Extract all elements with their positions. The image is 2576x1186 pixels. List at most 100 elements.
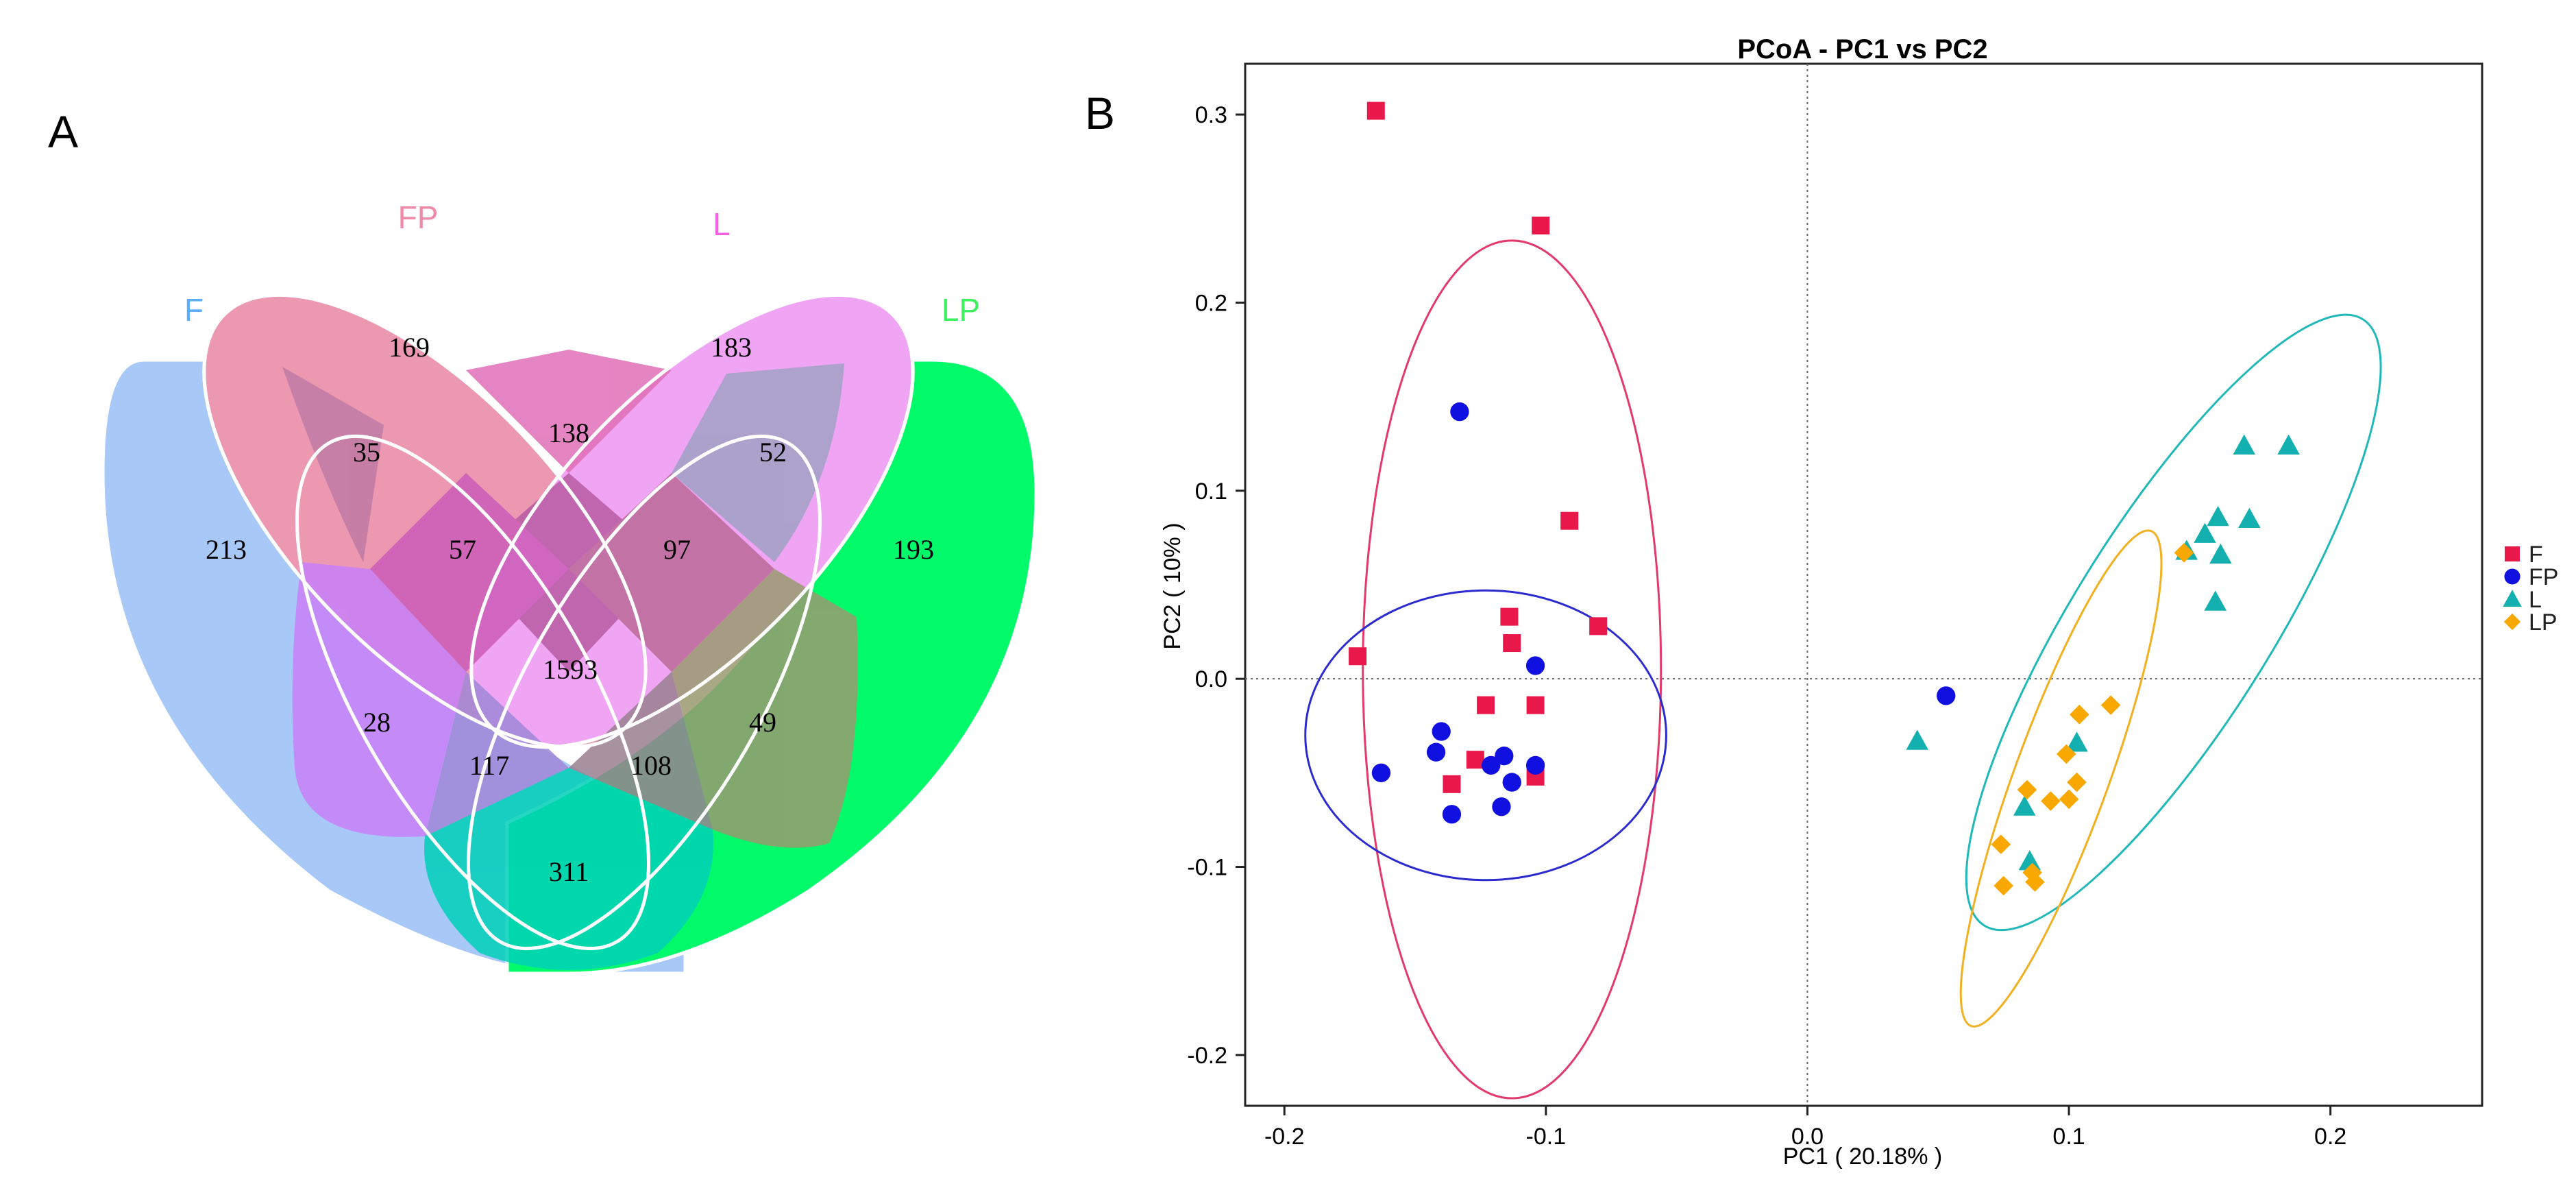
point-f-2 [1560,511,1579,530]
venn-count-f-fp-l: 57 [449,534,476,565]
point-f-6 [1589,617,1608,636]
legend-marker-fp [2504,568,2520,585]
venn-label-lp: LP [942,292,980,328]
legend-label-lp: LP [2529,609,2557,636]
legend-label-fp: FP [2529,564,2558,590]
x-tick-label-0-1: 0.1 [2052,1124,2085,1150]
venn-count-f-l: 28 [363,707,391,738]
point-f-9 [1466,751,1484,769]
point-f-5 [1503,634,1521,653]
panel-b-label: B [1085,88,1115,138]
legend-marker-l [2503,590,2522,607]
point-lp-7 [2041,791,2061,811]
point-l-11 [2018,850,2041,871]
venn-overlap-tints [282,350,858,970]
venn-f-inner-outline [295,434,650,951]
venn-lp-inner-outline [467,434,822,951]
venn-count-f-fp: 35 [353,437,380,468]
point-f-7 [1477,696,1495,714]
y-tick-label-0-2: -0.2 [1187,1043,1227,1069]
venn-count-all-four: 1593 [543,654,598,685]
venn-count-f-fp-lp: 108 [630,750,672,781]
ellipse-lp [1959,529,2163,1028]
point-f-10 [1443,775,1461,793]
venn-label-f: F [184,292,204,328]
venn-count-fp-lp: 49 [749,707,776,738]
plot-frame [1244,62,2483,1107]
point-f-4 [1500,607,1519,626]
point-f-3 [1349,647,1367,666]
y-tick-label-0-0: 0.0 [1195,666,1227,692]
point-f-0 [1366,101,1385,120]
point-fp-7 [1371,763,1391,783]
point-lp-5 [2017,779,2037,800]
legend-marker-f [2505,546,2520,561]
point-l-7 [2204,590,2227,611]
point-l-3 [2238,507,2261,528]
venn-count-fp-only: 169 [389,332,430,363]
reference-lines [1245,64,2482,1106]
point-lp-3 [2056,744,2076,764]
venn-label-l: L [713,206,731,242]
x-tick-label-0-0: 0.0 [1791,1124,1824,1150]
point-fp-0 [1450,402,1469,422]
panel-a-label: A [48,106,78,157]
point-l-1 [2277,434,2300,455]
confidence-ellipses [1304,239,2382,1100]
y-tick-label-0-2: 0.2 [1195,290,1227,316]
venn-diagram: F FP L LP 213 169 183 193 35 138 52 57 9… [101,199,1038,976]
point-fp-10 [1492,797,1511,816]
point-fp-2 [1432,722,1451,741]
point-lp-6 [2059,789,2079,810]
venn-label-fp: FP [398,199,439,235]
venn-l-outline [469,293,915,749]
y-axis: -0.2 -0.1 0.0 0.1 0.2 0.3 [1187,102,1245,1069]
ellipse-fp [1304,589,1667,882]
venn-count-lp-only: 193 [893,534,934,565]
point-l-10 [2013,795,2036,816]
point-fp-6 [1525,755,1545,775]
data-points [1349,101,2300,896]
point-l-4 [2194,522,2216,543]
point-lp-2 [2070,705,2089,725]
venn-count-l-only: 183 [711,332,752,363]
point-f-8 [1526,696,1545,714]
pcoa-chart: PCoA - PC1 vs PC2 PC1 ( 20.18% ) PC2 ( 1… [1160,34,2558,1170]
point-l-8 [1906,729,1928,750]
point-fp-4 [1495,747,1514,766]
y-axis-label: PC2 ( 10% ) [1160,522,1186,649]
point-f-1 [1532,216,1550,234]
point-lp-10 [2025,872,2045,892]
chart-title: PCoA - PC1 vs PC2 [1737,34,1987,64]
y-tick-label-0-1: 0.1 [1195,479,1227,505]
point-fp-9 [1442,805,1462,824]
point-lp-0 [2174,543,2194,563]
venn-count-fp-l-lp: 97 [663,534,691,565]
point-fp-5 [1482,755,1501,775]
y-tick-label-0-3: 0.3 [1195,102,1227,128]
legend-label-f: F [2529,542,2543,568]
point-l-0 [2233,434,2255,455]
point-fp-8 [1502,773,1521,792]
point-lp-11 [1994,875,2013,896]
x-tick-label-0-2: -0.2 [1264,1124,1305,1150]
point-lp-8 [1991,834,2011,854]
point-fp-1 [1525,656,1545,675]
point-lp-1 [2100,695,2121,715]
legend-marker-lp [2503,613,2521,631]
ellipse-l [1965,313,2382,932]
point-l-6 [2209,543,2232,564]
ellipse-f [1362,239,1663,1100]
point-fp-3 [1426,742,1446,762]
x-tick-label-0-2: 0.2 [2314,1124,2346,1150]
x-axis-label: PC1 ( 20.18% ) [1783,1143,1942,1170]
point-fp-11 [1937,686,1956,705]
point-l-2 [2207,505,2229,527]
venn-count-fp-l: 138 [548,417,589,448]
venn-count-f-only: 213 [206,534,247,565]
y-tick-label-0-1: -0.1 [1187,855,1227,881]
x-tick-label-0-1: -0.1 [1526,1124,1567,1150]
venn-count-l-lp: 52 [759,437,787,468]
